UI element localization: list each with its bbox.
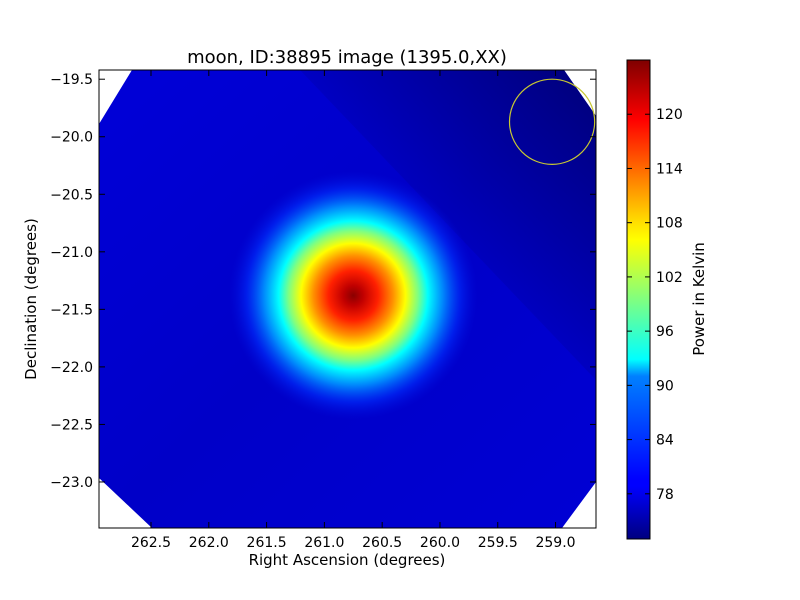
plot-frame: [98, 69, 597, 529]
y-tick-label: −21.5: [50, 302, 93, 318]
colorbar-tick-label: 102: [656, 270, 683, 286]
beam-circle: [508, 78, 596, 165]
heatmap-image: [99, 70, 596, 528]
y-tick-label: −20.0: [50, 130, 93, 146]
colorbar-tick-label: 90: [656, 378, 674, 394]
y-tick-label: −22.5: [50, 417, 93, 433]
colorbar-tick-label: 120: [656, 107, 683, 123]
colorbar-label: Power in Kelvin: [690, 242, 708, 356]
colorbar-tick-label: 96: [656, 324, 674, 340]
y-axis-label: Declination (degrees): [22, 218, 40, 380]
x-tick-label: 259.0: [535, 535, 575, 551]
x-axis: 262.5 262.0 261.5 261.0 260.5 260.0 259.5 259.0: [131, 70, 576, 551]
moon-source: [228, 171, 478, 420]
x-tick-label: 262.5: [131, 535, 171, 551]
y-tick-label: −19.5: [50, 72, 93, 88]
x-axis-label: Right Ascension (degrees): [249, 551, 446, 569]
x-tick-label: 260.5: [362, 535, 402, 551]
x-tick-label: 260.0: [420, 535, 460, 551]
colorbar-gradient: [626, 59, 651, 540]
x-tick-label: 261.0: [304, 535, 344, 551]
colorbar-tick-label: 114: [656, 161, 683, 177]
colorbar-tick-label: 78: [656, 487, 674, 503]
colorbar-tick-label: 108: [656, 216, 683, 232]
y-axis: −19.5 −20.0 −20.5 −21.0 −21.5 −22.0 −22.5 −23.0: [50, 72, 596, 491]
y-tick-label: −23.0: [50, 475, 93, 491]
y-tick-label: −21.0: [50, 245, 93, 261]
y-tick-label: −20.5: [50, 187, 93, 203]
x-tick-label: 259.5: [478, 535, 518, 551]
x-tick-label: 262.0: [189, 535, 229, 551]
colorbar-tick-label: 84: [656, 433, 674, 449]
colorbar: 78 84 90 96 102 108 114 120 Power in Kelvin: [626, 59, 708, 540]
chart-title: moon, ID:38895 image (1395.0,XX): [187, 47, 507, 68]
y-tick-label: −22.0: [50, 360, 93, 376]
colorbar-ticks: 78 84 90 96 102 108 114 120: [627, 107, 683, 503]
x-tick-label: 261.5: [247, 535, 287, 551]
